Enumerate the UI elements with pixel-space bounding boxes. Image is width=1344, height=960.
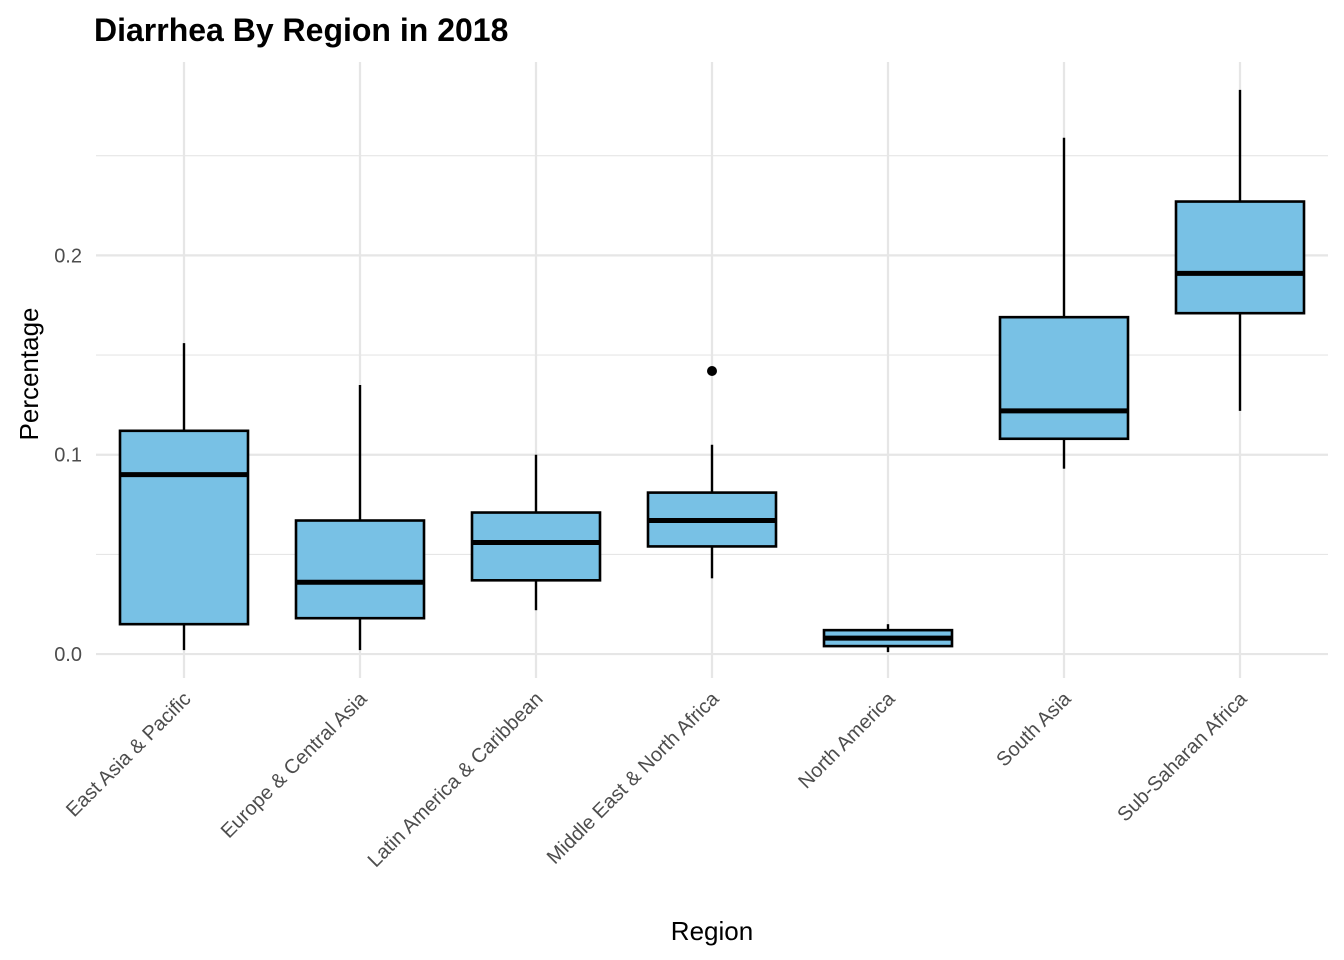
y-tick-label: 0.1 — [54, 445, 82, 467]
iqr-box — [1174, 200, 1306, 315]
iqr-box — [470, 511, 602, 582]
chart-title: Diarrhea By Region in 2018 — [94, 12, 509, 48]
y-axis-label: Percentage — [14, 308, 44, 441]
iqr-box — [998, 315, 1130, 441]
x-axis-label: Region — [671, 916, 753, 946]
box-group — [998, 137, 1130, 469]
x-tick-label: Latin America & Caribbean — [364, 688, 548, 872]
boxes — [118, 89, 1306, 653]
box-group — [294, 384, 426, 651]
x-tick-label: Sub-Saharan Africa — [1113, 687, 1252, 826]
x-axis-ticks: East Asia & Pacific Europe & Central Asia… — [62, 687, 1252, 871]
x-tick-label: Europe & Central Asia — [217, 687, 372, 842]
outlier-point — [707, 365, 717, 376]
box-group — [118, 343, 250, 651]
iqr-box — [294, 519, 426, 620]
y-axis-ticks: 0.0 0.1 0.2 — [54, 245, 82, 666]
box-group — [470, 454, 602, 611]
iqr-box — [118, 429, 250, 626]
x-tick-label: Middle East & North Africa — [543, 687, 724, 868]
x-tick-label: North America — [794, 687, 900, 793]
y-tick-label: 0.0 — [54, 644, 82, 666]
box-group — [1174, 89, 1306, 411]
x-tick-label: East Asia & Pacific — [62, 688, 195, 821]
x-tick-label: South Asia — [992, 687, 1076, 771]
box-group — [822, 624, 954, 653]
y-tick-label: 0.2 — [54, 245, 82, 267]
box-group — [646, 365, 778, 579]
